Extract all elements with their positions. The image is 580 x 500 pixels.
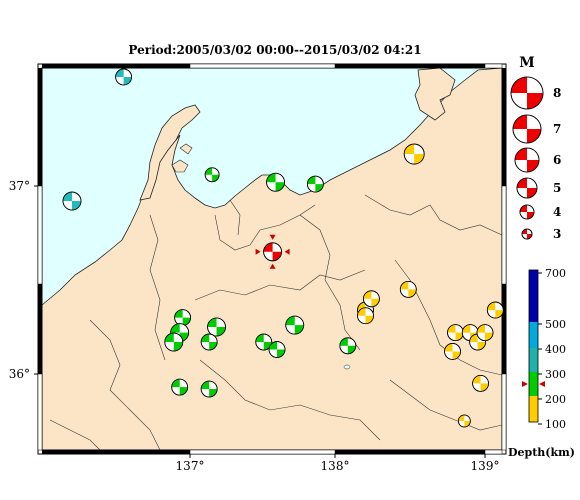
lon-label-138: 138°	[321, 459, 350, 473]
mainshock-marker-icon	[255, 248, 261, 255]
nanao-island	[171, 159, 189, 173]
lon-label-139: 139°	[471, 459, 500, 473]
prefecture-borders	[49, 194, 503, 451]
map-title: Period:2005/03/02 00:00--2015/03/02 04:2…	[128, 43, 421, 57]
lat-label-36: 36°	[9, 367, 30, 381]
event-mechanism	[164, 332, 184, 352]
event-mechanism	[204, 167, 220, 183]
event-mechanism	[200, 380, 218, 398]
magnitude-legend-label: 5	[553, 181, 561, 195]
events-layer	[62, 68, 504, 428]
depth-tick-label: 300	[545, 368, 566, 381]
event-mechanism	[171, 378, 189, 396]
event-mechanism	[472, 374, 489, 392]
magnitude-legend-symbol	[514, 147, 540, 173]
depth-bar-400-300	[529, 348, 538, 372]
lon-label-137: 137°	[176, 459, 205, 473]
magnitude-legend-label: 6	[553, 153, 561, 167]
event-mechanism	[357, 307, 374, 325]
depth-bar-700-500	[529, 270, 538, 322]
depth-tick-label: 100	[545, 418, 566, 431]
event-mechanism	[174, 309, 192, 327]
magnitude-legend-symbol	[510, 76, 544, 110]
depth-bar-200-100	[529, 396, 538, 422]
event-mechanism	[266, 172, 285, 192]
event-mechanism	[255, 333, 273, 351]
event-mechanism	[207, 317, 226, 337]
depth-tick-label: 400	[545, 343, 566, 356]
event-mechanism	[115, 68, 133, 86]
magnitude-legend-symbol	[512, 114, 542, 144]
event-mechanism	[268, 341, 286, 358]
nanao-island-2	[179, 143, 193, 155]
depth-tick-label: 200	[545, 393, 566, 406]
magnitude-legend-symbol	[519, 204, 535, 220]
magnitude-legend: M 8 7 6 5 4 3	[510, 55, 561, 241]
event-mechanism	[399, 280, 417, 298]
depth-bar-500-400	[529, 322, 538, 348]
event-mechanism	[444, 343, 461, 360]
mainshock-marker-icon	[269, 234, 276, 240]
magnitude-legend-header: M	[519, 55, 535, 71]
event-mechanism	[339, 337, 357, 355]
depth-tick-label: 500	[545, 318, 566, 331]
magnitude-legend-label: 8	[553, 86, 561, 100]
mainshock-mechanism	[263, 242, 283, 262]
event-mechanism	[306, 175, 324, 193]
depth-marker-left-icon	[522, 381, 528, 387]
mainshock-marker-icon	[269, 263, 276, 269]
lat-label-37: 37°	[9, 179, 30, 193]
map-frame	[34, 63, 507, 458]
mainshock-marker-icon	[284, 248, 290, 255]
event-mechanism	[200, 333, 218, 351]
depth-marker-right-icon	[539, 381, 545, 387]
magnitude-legend-symbol	[516, 177, 538, 199]
magnitude-legend-label: 4	[553, 205, 561, 219]
sado-island	[414, 67, 456, 121]
magnitude-legend-label: 7	[553, 122, 561, 136]
magnitude-legend-label: 3	[553, 227, 561, 241]
event-mechanism	[476, 324, 494, 342]
event-mechanism	[403, 143, 425, 165]
event-mechanism	[285, 315, 305, 335]
depth-unit-label: Depth(km)	[508, 446, 575, 459]
noto-peninsula	[139, 104, 201, 201]
event-mechanism	[457, 414, 471, 428]
event-mechanism	[486, 301, 504, 319]
event-mechanism	[363, 290, 380, 308]
depth-bar-300-200	[529, 372, 538, 396]
event-mechanism	[62, 191, 82, 211]
depth-tick-label: 700	[545, 267, 566, 280]
event-mechanism	[447, 324, 464, 342]
lake	[343, 364, 351, 370]
magnitude-legend-symbol	[521, 228, 533, 240]
depth-legend: 700 500 400 300 200 100 Depth(km)	[508, 267, 575, 459]
